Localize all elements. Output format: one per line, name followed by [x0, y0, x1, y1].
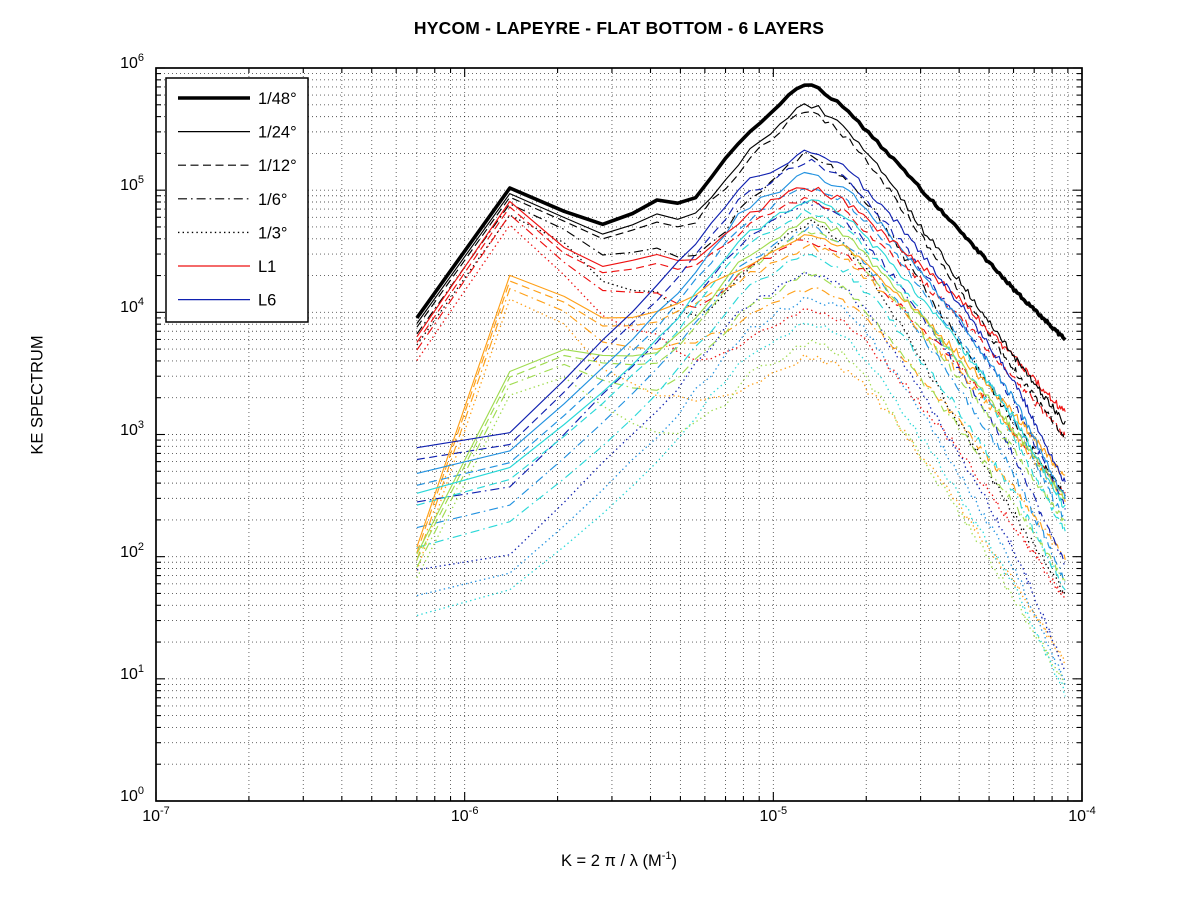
x-tick-label: 10-7 [142, 805, 170, 826]
y-tick-label: 104 [120, 296, 144, 317]
legend-box [165, 77, 309, 323]
legend-item-label: 1/6° [258, 191, 288, 209]
curve-L3-3-res3 [416, 339, 1066, 686]
curve-L3-3-res2 [416, 271, 1066, 584]
x-axis-label-exponent: -1 [661, 850, 672, 862]
y-tick-label: 105 [120, 174, 144, 195]
y-tick-label: 101 [120, 662, 144, 683]
legend-item-label: 1/48° [258, 90, 297, 108]
curve-total-black-res1 [416, 103, 1066, 425]
curve-L6-6-res3 [416, 271, 1066, 670]
curve-L5-5-res2 [416, 224, 1066, 583]
x-tick-label: 10-5 [759, 805, 788, 826]
x-axis-label-close: ) [671, 852, 678, 870]
curve-L3-3-res1 [416, 229, 1066, 560]
curve-L5-5-res0 [416, 171, 1066, 500]
curve-total-black-res3 [416, 151, 1066, 496]
curve-L4-4-res0 [416, 199, 1066, 509]
curve-L3-3-res0 [416, 216, 1066, 555]
legend-item-label: 1/12° [258, 157, 297, 175]
x-axis-label: K = 2 π / λ (M-1) [156, 850, 1082, 871]
legend-item-label: 1/3° [258, 224, 288, 242]
curve-L2-2-res3 [416, 298, 1066, 664]
curve-L6-6-res0 [416, 149, 1066, 483]
curve-L5-5-res3 [416, 296, 1066, 688]
curve-L1-1-res1 [416, 196, 1066, 439]
x-tick-label: 10-4 [1068, 805, 1096, 826]
curve-L4-4-res3 [416, 322, 1066, 697]
curve-L4-4-res1 [416, 209, 1066, 532]
x-tick-label: 10-6 [450, 805, 479, 826]
legend-item-label: 1/24° [258, 124, 297, 142]
legend-item-label: L1 [258, 258, 276, 276]
y-tick-label: 100 [120, 785, 144, 806]
curve-L4-4-res2 [416, 254, 1066, 591]
y-tick-label: 102 [120, 540, 144, 561]
curve-L1-1-res2 [416, 214, 1066, 496]
y-tick-label: 106 [120, 52, 144, 73]
curve-L1-1-res0 [416, 186, 1066, 412]
curve-L2-2-res0 [416, 234, 1066, 548]
curve-total-black-res2 [416, 111, 1066, 441]
curve-L2-2-res1 [416, 242, 1066, 553]
curve-L2-2-res2 [416, 287, 1066, 561]
curve-total-black-1-48 [415, 83, 1067, 342]
y-tick-label: 103 [120, 418, 144, 439]
x-axis-label-text: K = 2 π / λ (M [560, 852, 662, 870]
curve-L6-6-res2 [416, 201, 1066, 566]
legend-item-label: L6 [258, 292, 276, 310]
curve-L5-5-res1 [416, 188, 1066, 521]
chart-title: HYCOM - LAPEYRE - FLAT BOTTOM - 6 LAYERS [413, 18, 825, 38]
